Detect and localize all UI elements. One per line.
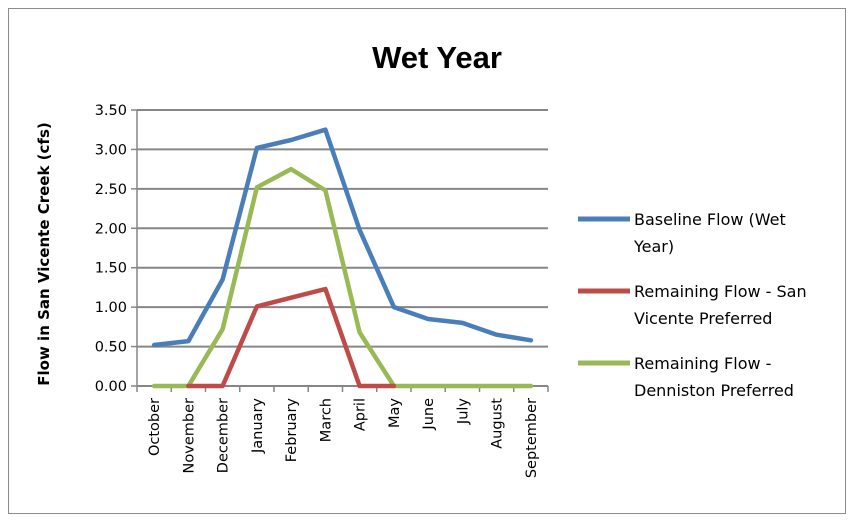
y-tick-label: 2.50	[95, 182, 127, 198]
series-line-2	[151, 166, 534, 389]
legend-label: Remaining Flow - San	[634, 282, 807, 301]
y-tick-label: 2.00	[95, 221, 127, 237]
legend-label: Denniston Preferred	[634, 381, 794, 400]
y-tick-labels: 0.00 0.50 1.00 1.50 2.00 2.50 3.00 3.50	[95, 103, 127, 395]
y-tick-label: 0.00	[95, 379, 127, 395]
y-tick-label: 3.00	[95, 142, 127, 158]
legend-label: Baseline Flow (Wet	[634, 210, 786, 229]
chart-title: Wet Year	[372, 40, 502, 75]
x-tick-label: December	[216, 398, 232, 473]
y-tick-label: 1.50	[95, 261, 127, 277]
series-line-1	[186, 286, 397, 389]
x-tick-label: January	[250, 398, 266, 454]
x-tick-label: March	[318, 398, 334, 442]
x-tick-label: April	[353, 398, 369, 431]
y-tick-label: 0.50	[95, 340, 127, 356]
legend-label: Vicente Preferred	[634, 309, 772, 328]
x-tick-label: July	[455, 398, 471, 425]
legend-label: Remaining Flow -	[634, 354, 771, 373]
series-line-0	[151, 127, 534, 348]
y-tick-label: 1.00	[95, 300, 127, 316]
x-tick-label: August	[490, 398, 506, 449]
x-tick-label: May	[387, 398, 403, 428]
x-tick-labels: October November December January February Ma…	[147, 398, 540, 479]
chart-frame	[8, 8, 846, 514]
series-lines	[151, 127, 534, 389]
x-axis	[136, 110, 549, 392]
y-tick-label: 3.50	[95, 103, 127, 119]
x-tick-label: November	[181, 398, 197, 473]
x-tick-label: February	[284, 398, 300, 463]
x-tick-label: October	[147, 398, 163, 456]
y-axis-label: Flow in San Vicente Creek (cfs)	[35, 122, 53, 385]
x-tick-label: June	[421, 398, 437, 431]
x-tick-label: September	[524, 398, 540, 478]
legend-label: Year)	[633, 237, 674, 256]
legend: Baseline Flow (Wet Year) Remaining Flow - …	[578, 210, 807, 400]
